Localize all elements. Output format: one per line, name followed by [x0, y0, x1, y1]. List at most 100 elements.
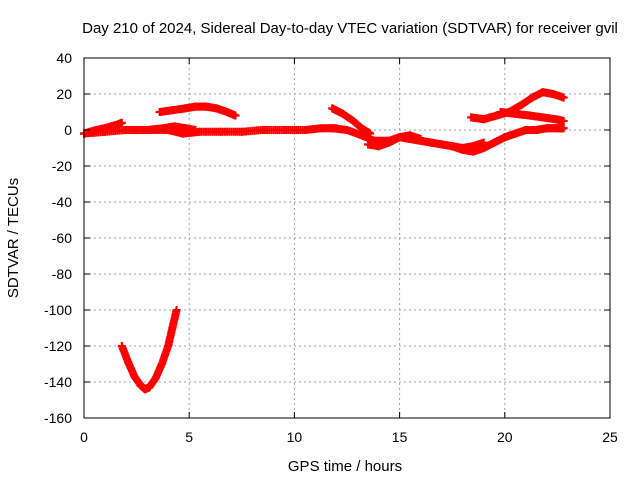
data-point [357, 124, 366, 133]
data-point [122, 126, 131, 134]
data-point [328, 104, 337, 113]
data-point [500, 133, 509, 142]
y-tick-label: -160 [44, 410, 72, 426]
y-tick-label: -60 [52, 230, 72, 246]
x-axis-title: GPS time / hours [288, 458, 402, 475]
x-tick-label: 0 [80, 429, 88, 445]
data-point [549, 90, 558, 98]
data-point [526, 111, 535, 120]
axis-ticks: 0 5 10 15 20 25 -160 -140 -120 -100 -80 -60 -40 -20 0 2… [44, 50, 618, 445]
data-point [191, 102, 200, 111]
data-point [300, 126, 309, 134]
data-point [170, 122, 179, 131]
data-point [180, 124, 189, 133]
data-point [130, 372, 139, 381]
data-point [521, 126, 530, 134]
data-point [231, 111, 240, 120]
y-tick-label: 20 [56, 86, 72, 102]
data-point [357, 131, 366, 140]
data-point [538, 113, 547, 122]
data-point [559, 124, 568, 133]
data-point [538, 88, 547, 97]
data-point [490, 138, 499, 147]
data-point [416, 135, 425, 143]
data-point [469, 147, 478, 156]
x-tick-label: 10 [287, 429, 303, 445]
y-tick-label: -20 [52, 158, 72, 174]
y-tick-label: 0 [64, 122, 72, 138]
chart-title: Day 210 of 2024, Sidereal Day-to-day VTE… [82, 20, 618, 37]
data-point [195, 127, 204, 136]
data-point [141, 385, 150, 394]
data-point [180, 104, 189, 113]
data-point [155, 108, 164, 116]
data-point [448, 142, 457, 151]
data-point [364, 140, 373, 149]
data-point [145, 383, 154, 392]
data-point [479, 115, 488, 124]
x-tick-label: 25 [602, 429, 618, 445]
data-point [117, 118, 126, 127]
data-point [511, 129, 520, 138]
y-tick-label: -80 [52, 266, 72, 282]
data-point [343, 126, 351, 134]
x-tick-label: 15 [392, 429, 408, 445]
data-point [258, 126, 267, 134]
data-point [349, 117, 358, 125]
series-sat-i [448, 124, 568, 156]
data-point [168, 324, 177, 332]
data-point [212, 104, 221, 113]
data-point [559, 117, 568, 125]
series-sat-h [364, 131, 425, 151]
y-tick-label: -120 [44, 338, 72, 354]
y-tick-label: 40 [56, 50, 72, 66]
data-point [172, 306, 181, 314]
series-sat-d [155, 102, 240, 120]
data-point [385, 138, 394, 147]
data-point [216, 127, 225, 136]
data-point [551, 115, 560, 124]
data-point [479, 144, 488, 152]
data-point [458, 145, 467, 154]
data-point [532, 126, 541, 134]
data-point [143, 126, 152, 134]
data-point [492, 111, 501, 120]
series-sat-c [122, 122, 200, 134]
y-tick-label: -40 [52, 194, 72, 210]
data-point [517, 100, 526, 109]
data-point [317, 124, 326, 133]
y-axis-title: SDTVAR / TECUs [5, 178, 22, 298]
data-point [151, 374, 160, 383]
series-sat-k [496, 108, 568, 125]
data-point [101, 127, 110, 136]
data-point [157, 360, 166, 368]
data-point [124, 358, 133, 367]
data-point [511, 109, 520, 118]
data-point [427, 138, 436, 147]
series-sat-e [117, 306, 181, 394]
data-point [223, 108, 232, 116]
data-point [338, 109, 347, 118]
y-tick-label: -140 [44, 374, 72, 390]
data-point [328, 124, 337, 133]
data-points [80, 88, 568, 394]
data-point [406, 131, 415, 140]
data-point [164, 342, 173, 350]
data-point [437, 140, 446, 149]
data-point [117, 342, 126, 350]
x-tick-label: 5 [185, 429, 193, 445]
data-point [496, 108, 505, 116]
data-point [395, 133, 404, 142]
data-point [528, 93, 537, 102]
data-point [279, 126, 288, 134]
data-point [159, 124, 168, 133]
data-point [237, 127, 246, 136]
data-point [168, 106, 177, 115]
data-point [559, 93, 568, 102]
y-tick-label: -100 [44, 302, 72, 318]
data-point [202, 102, 211, 111]
data-point [191, 126, 200, 134]
x-tick-label: 20 [497, 429, 513, 445]
data-point [136, 381, 145, 390]
